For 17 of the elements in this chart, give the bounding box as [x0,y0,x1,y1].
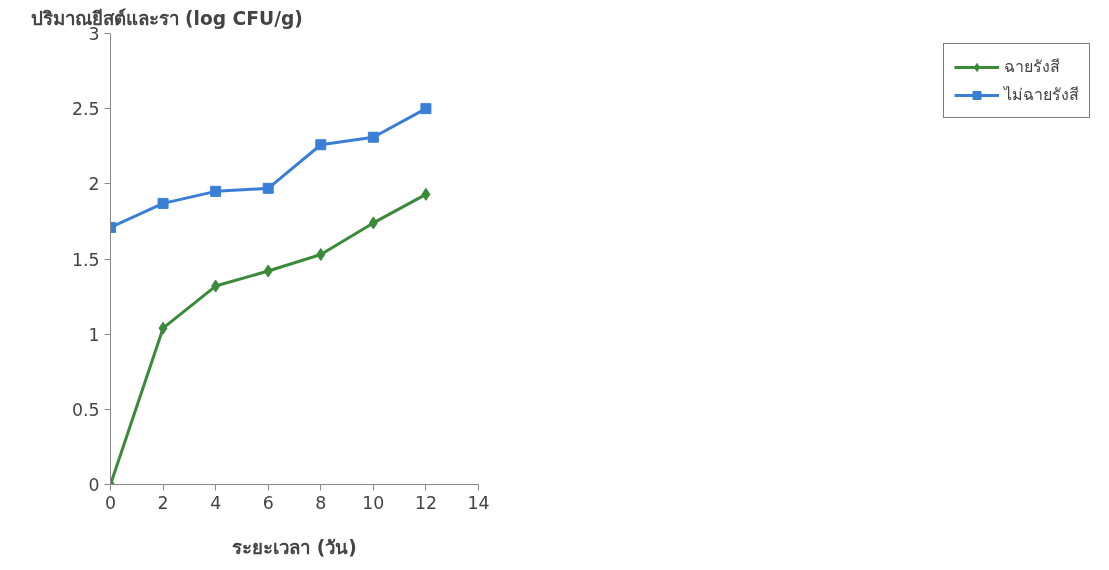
x-axis-title: ระยะเวลา (วัน) [232,536,357,558]
x-tick-label: 10 [362,492,385,513]
legend-label: ฉายรังสี [1004,56,1060,78]
x-tick-label: 12 [414,492,437,513]
y-tick-label: 1 [88,324,100,345]
legend-label: ไม่ฉายรังสี [1004,84,1079,106]
x-tick-label: 8 [315,492,327,513]
y-tick-label: 2.5 [71,99,100,120]
y-tick-label: 2 [88,174,100,195]
x-tick-label: 14 [467,492,490,513]
y-tick-label: 0.5 [71,399,100,420]
y-tick-label: 0 [88,475,100,495]
y-tick-label: 1.5 [71,249,100,270]
x-tick-label: 2 [157,492,169,513]
x-tick-label: 0 [104,492,117,513]
x-tick-label: 4 [210,492,222,513]
x-tick-label: 6 [262,492,274,513]
